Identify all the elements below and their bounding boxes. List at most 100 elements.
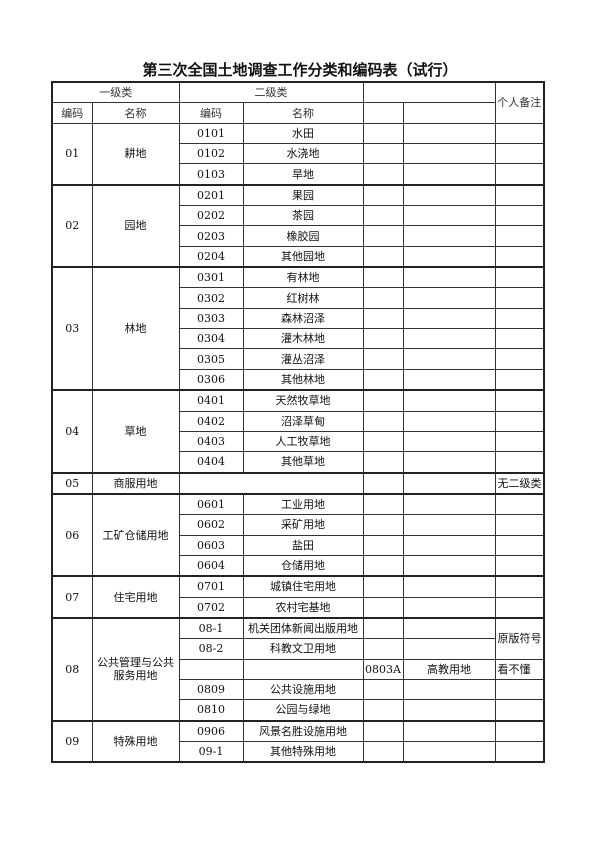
- level1-code: 04: [51, 389, 93, 474]
- table-row: 09 特殊用地 0906 风景名胜设施用地: [51, 720, 545, 764]
- note: 原版符号: [494, 617, 545, 660]
- note: [494, 741, 545, 764]
- extra-code: [362, 163, 404, 186]
- level2-name: 有林地: [242, 266, 364, 289]
- level2-header: 二级类: [178, 81, 364, 104]
- level1-code-header: 编码: [51, 102, 93, 124]
- level1-name: 公共管理与公共服务用地: [91, 617, 180, 722]
- note: [494, 554, 545, 578]
- extra-code: [362, 741, 404, 764]
- note: [494, 307, 545, 330]
- level2-code: 0401: [178, 389, 244, 412]
- extra-code: [362, 307, 404, 330]
- level2-code: 0102: [178, 143, 244, 165]
- note: [494, 514, 545, 536]
- level1-name-header: 名称: [91, 102, 180, 124]
- table-row: 0103 旱地: [52, 163, 545, 186]
- note: [494, 266, 545, 289]
- level2-name: 其他园地: [242, 245, 364, 269]
- level2-name: [242, 658, 364, 680]
- extra-name: [402, 451, 496, 474]
- note: 看不懂: [494, 658, 545, 680]
- table-row: 0203 橡胶园: [52, 225, 545, 247]
- level2-name: 灌木林地: [242, 328, 364, 350]
- note: [494, 389, 545, 412]
- level2-name: 茶园: [242, 205, 364, 227]
- extra-name: 高教用地: [402, 658, 496, 680]
- note: [494, 678, 545, 701]
- level2-code: 0305: [178, 348, 244, 370]
- level2-name: 沼泽草甸: [242, 410, 364, 432]
- table-row: 0302 红树林: [52, 287, 545, 309]
- extra-name: [402, 596, 496, 619]
- level2-code: 0202: [178, 205, 244, 227]
- level2-name: 采矿用地: [242, 514, 364, 536]
- level2-name-header: 名称: [242, 102, 364, 124]
- note: [494, 534, 545, 556]
- extra-name: [402, 266, 496, 289]
- note: [494, 493, 545, 516]
- level2-name: 森林沼泽: [242, 307, 364, 330]
- level2-merged: [178, 472, 364, 495]
- note: [494, 451, 545, 474]
- extra-code: [362, 410, 404, 432]
- note: [494, 720, 545, 742]
- extra-name: [402, 122, 496, 145]
- level1-name: 特殊用地: [91, 720, 180, 764]
- extra-code: [362, 575, 404, 598]
- extra-name: [402, 534, 496, 556]
- level2-code: 08-2: [178, 638, 244, 660]
- level2-name: 公共设施用地: [242, 678, 364, 701]
- extra-name: [402, 225, 496, 247]
- level2-name: 仓储用地: [242, 554, 364, 578]
- level2-code: 0306: [178, 368, 244, 392]
- level2-code: 0702: [178, 596, 244, 619]
- level2-code: 0403: [178, 430, 244, 453]
- level2-name: 天然牧草地: [242, 389, 364, 412]
- extra-code: [362, 348, 404, 370]
- table-row: 08-2 科教文卫用地: [52, 638, 544, 660]
- extra-code: 0803A: [362, 658, 404, 680]
- level1-header: 一级类: [51, 81, 180, 104]
- level2-code: 08-1: [178, 617, 244, 640]
- table-row: 0204 其他园地: [52, 245, 545, 269]
- extra-code: [362, 184, 404, 207]
- extra-name: [402, 287, 496, 309]
- extra-code: [362, 266, 404, 289]
- level2-name: 工业用地: [242, 493, 364, 516]
- table-row: 0306 其他林地: [52, 368, 545, 392]
- level2-name: 科教文卫用地: [242, 638, 364, 660]
- note: [494, 287, 545, 309]
- table-row: 0402 沼泽草甸: [52, 410, 545, 432]
- extra-code: [362, 678, 404, 701]
- level1-code: 09: [51, 720, 93, 764]
- extra-code: [362, 638, 404, 660]
- note: 无二级类: [494, 472, 545, 495]
- extra-name: [402, 617, 496, 640]
- extra-code: [362, 328, 404, 350]
- note: [494, 184, 545, 207]
- table-row: 04 草地 0401 天然牧草地: [51, 389, 545, 474]
- table-row: 0403 人工牧草地: [52, 430, 545, 453]
- extra-name: [402, 368, 496, 392]
- level1-name: 商服用地: [91, 472, 180, 495]
- table-row: 0602 采矿用地: [52, 514, 545, 536]
- extra-code: [362, 596, 404, 619]
- note: [494, 410, 545, 432]
- level1-code: 03: [51, 266, 93, 392]
- table-row: 0404 其他草地: [52, 451, 545, 474]
- extra-code: [362, 514, 404, 536]
- level2-name: 红树林: [242, 287, 364, 309]
- table-row: 0604 仓储用地: [52, 554, 545, 578]
- extra-name: [402, 245, 496, 269]
- level1-code: 07: [51, 575, 93, 619]
- level1-code: 06: [51, 493, 93, 578]
- extra-name: [402, 328, 496, 350]
- level2-name: 公园与绿地: [242, 699, 364, 722]
- extra-name: [402, 554, 496, 578]
- extra-code: [362, 617, 404, 640]
- level2-code: 0304: [178, 328, 244, 350]
- extra-code: [362, 554, 404, 578]
- extra-header: [362, 81, 496, 104]
- level2-name: 农村宅基地: [242, 596, 364, 619]
